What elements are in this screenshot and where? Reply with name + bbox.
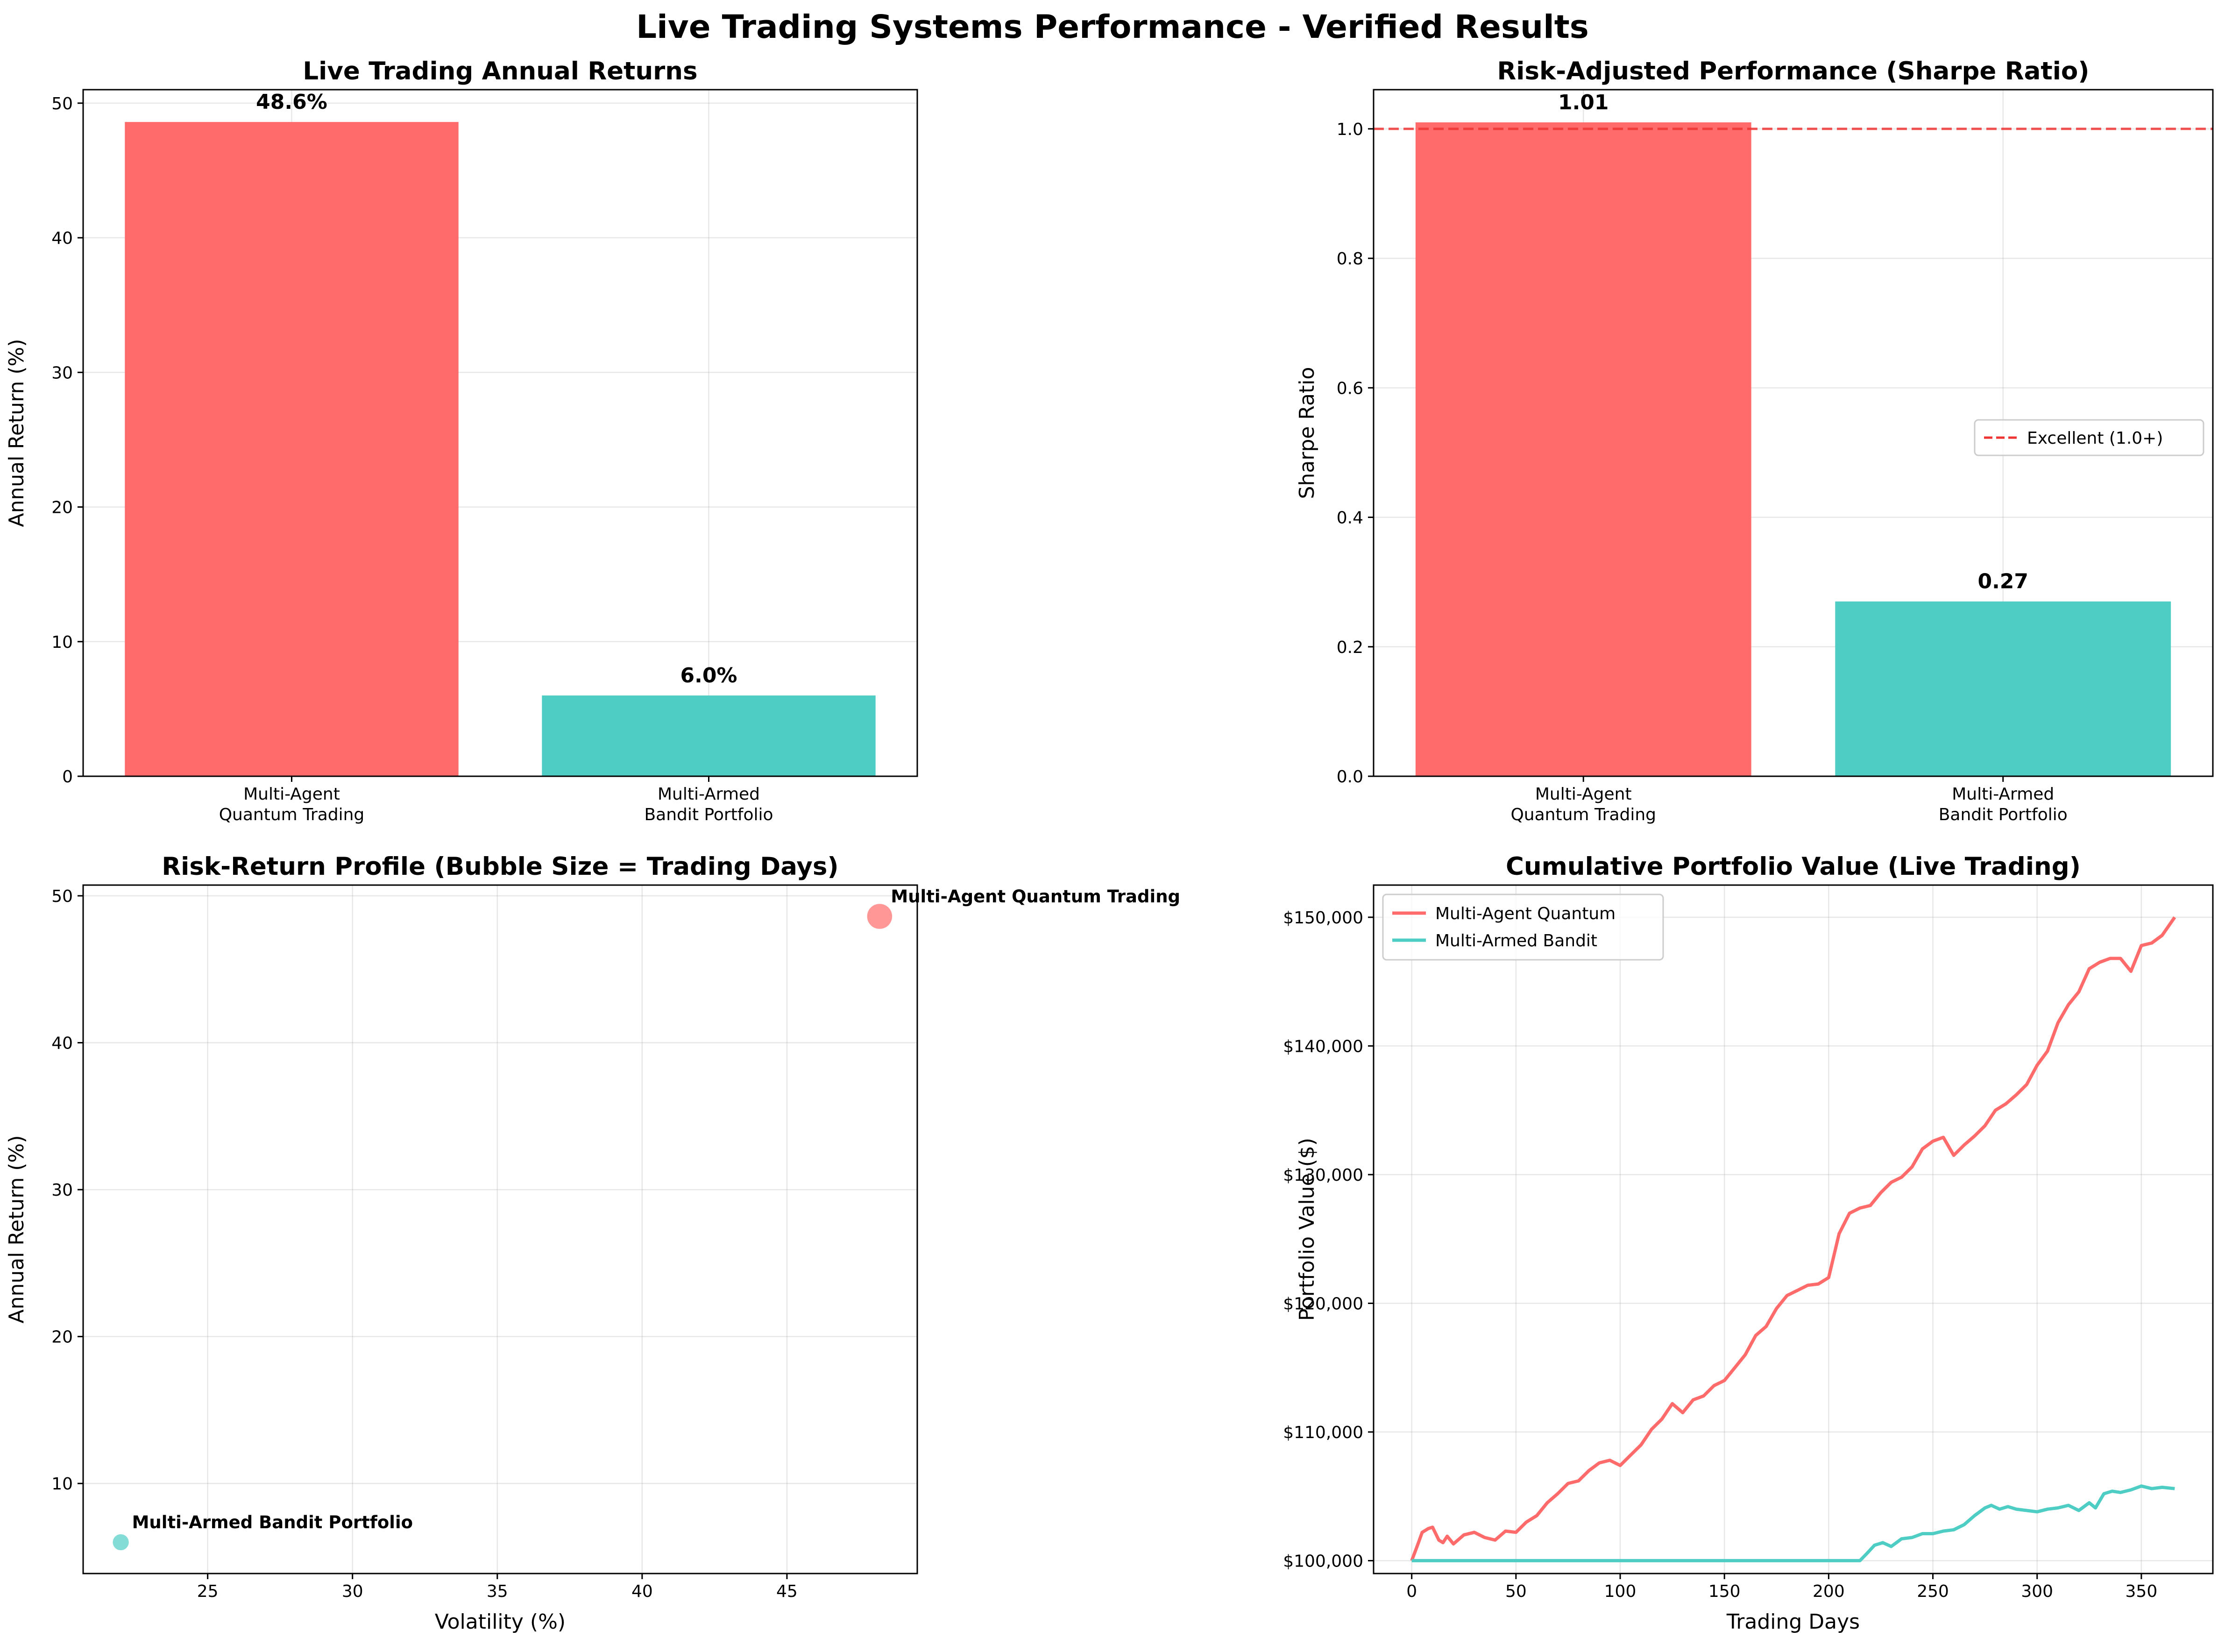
legend-label: Excellent (1.0+) [2027, 429, 2163, 448]
y-tick-label: 10 [51, 633, 73, 652]
series-line [1410, 916, 2176, 1561]
panel-title: Cumulative Portfolio Value (Live Trading… [1506, 852, 2081, 881]
figure-title: Live Trading Systems Performance - Verif… [636, 8, 1589, 46]
risk-return-panel: 10 20 30 40 50 25 30 35 40 45 Multi-Agent Quantum … [5, 852, 1180, 1634]
scatter-point [867, 904, 893, 929]
legend-label: Multi-Armed Bandit [1435, 931, 1597, 950]
x-tick-label: 35 [487, 1582, 508, 1601]
x-tick-label: Multi-Armed [1952, 785, 2054, 804]
x-gridlines [1411, 885, 2142, 1574]
y-tick-label: 10 [51, 1475, 73, 1494]
point-annotation: Multi-Armed Bandit Portfolio [132, 1512, 413, 1532]
legend: Excellent (1.0+) [1974, 419, 2204, 456]
x-tick-label: 150 [1708, 1582, 1741, 1601]
x-tick-label: 250 [1917, 1582, 1949, 1601]
legend-label: Multi-Agent Quantum [1435, 904, 1616, 923]
x-tick-label: 45 [776, 1582, 798, 1601]
y-gridlines [83, 895, 917, 1484]
x-tick-label: 40 [631, 1582, 653, 1601]
y-tick-label: 0.6 [1337, 379, 1363, 398]
panel-title: Risk-Adjusted Performance (Sharpe Ratio) [1497, 57, 2090, 85]
y-tick-label: 20 [51, 498, 73, 518]
y-tick-label: 0.8 [1337, 249, 1363, 269]
point-annotation: Multi-Agent Quantum Trading [891, 886, 1180, 907]
x-tick-label: 100 [1604, 1582, 1637, 1601]
x-tick-label: Multi-Armed [658, 785, 760, 804]
x-tick-label: Quantum Trading [1510, 805, 1656, 824]
x-tick-label: 200 [1813, 1582, 1845, 1601]
bar-value-label: 1.01 [1558, 91, 1609, 114]
y-tick-label: $150,000 [1283, 908, 1363, 928]
cumulative-value-panel: $100,000 $110,000 $120,000 $130,000 $140,000… [1283, 852, 2214, 1634]
x-tick-label: 300 [2021, 1582, 2053, 1601]
y-tick-label: $110,000 [1283, 1423, 1363, 1442]
y-tick-label: $120,000 [1283, 1294, 1363, 1313]
bar [1415, 122, 1751, 776]
series-line [1411, 1484, 2175, 1562]
legend: Multi-Agent Quantum Multi-Armed Bandit [1382, 893, 1664, 961]
y-tick-label: 30 [51, 363, 73, 383]
bar [1835, 601, 2171, 776]
y-tick-label: $140,000 [1283, 1037, 1363, 1056]
x-tick-label: Multi-Agent [243, 785, 340, 804]
x-axis-label: Volatility (%) [435, 1610, 566, 1634]
bar [542, 695, 876, 776]
bar-value-label: 6.0% [680, 664, 737, 688]
panel-title: Live Trading Annual Returns [303, 57, 697, 85]
x-tick-label: Quantum Trading [219, 805, 365, 824]
axes-frame [82, 884, 918, 1574]
x-axis-label: Trading Days [1726, 1610, 1860, 1634]
y-tick-label: $100,000 [1283, 1552, 1363, 1571]
x-gridlines [207, 885, 788, 1574]
x-tick-label: 350 [2126, 1582, 2158, 1601]
y-tick-label: 50 [51, 887, 73, 906]
y-axis-label: Portfolio Value ($) [1295, 1138, 1319, 1321]
legend-box [1382, 893, 1664, 961]
y-axis-label: Annual Return (%) [5, 339, 28, 527]
y-tick-label: 1.0 [1337, 120, 1363, 139]
y-tick-label: 0 [62, 767, 73, 787]
y-tick-label: 40 [51, 229, 73, 248]
axes-frame [1373, 89, 2214, 777]
y-tick-label: 40 [51, 1034, 73, 1053]
y-axis-label: Annual Return (%) [5, 1135, 28, 1323]
bar [125, 122, 459, 776]
x-tick-label: 30 [342, 1582, 363, 1601]
bar-value-label: 48.6% [256, 90, 327, 114]
legend-box [1974, 419, 2204, 456]
x-tick-label: Bandit Portfolio [644, 805, 773, 824]
panel-title: Risk-Return Profile (Bubble Size = Tradi… [162, 852, 838, 881]
y-tick-label: 30 [51, 1181, 73, 1200]
sharpe-ratio-panel: 0.0 0.2 0.4 0.6 0.8 1.0 1.01 0.27 Multi-AgentQua… [1295, 57, 2214, 824]
scatter-point [113, 1534, 129, 1551]
bar-value-label: 0.27 [1977, 570, 2028, 594]
y-tick-label: 0.4 [1337, 509, 1363, 528]
x-tick-label: 0 [1406, 1582, 1417, 1601]
y-gridlines [1374, 916, 2213, 1561]
y-axis-label: Sharpe Ratio [1295, 367, 1319, 499]
axes-frame [82, 89, 918, 777]
axes-frame [1373, 884, 2214, 1574]
x-tick-label: Bandit Portfolio [1939, 805, 2068, 824]
y-tick-label: 0.0 [1337, 767, 1363, 787]
y-tick-label: 0.2 [1337, 638, 1363, 657]
x-tick-label: 25 [197, 1582, 219, 1601]
y-tick-label: $130,000 [1283, 1166, 1363, 1185]
x-tick-label: Multi-Agent [1535, 785, 1632, 804]
y-tick-label: 20 [51, 1328, 73, 1347]
y-tick-label: 50 [51, 94, 73, 113]
x-tick-label: 50 [1505, 1582, 1527, 1601]
